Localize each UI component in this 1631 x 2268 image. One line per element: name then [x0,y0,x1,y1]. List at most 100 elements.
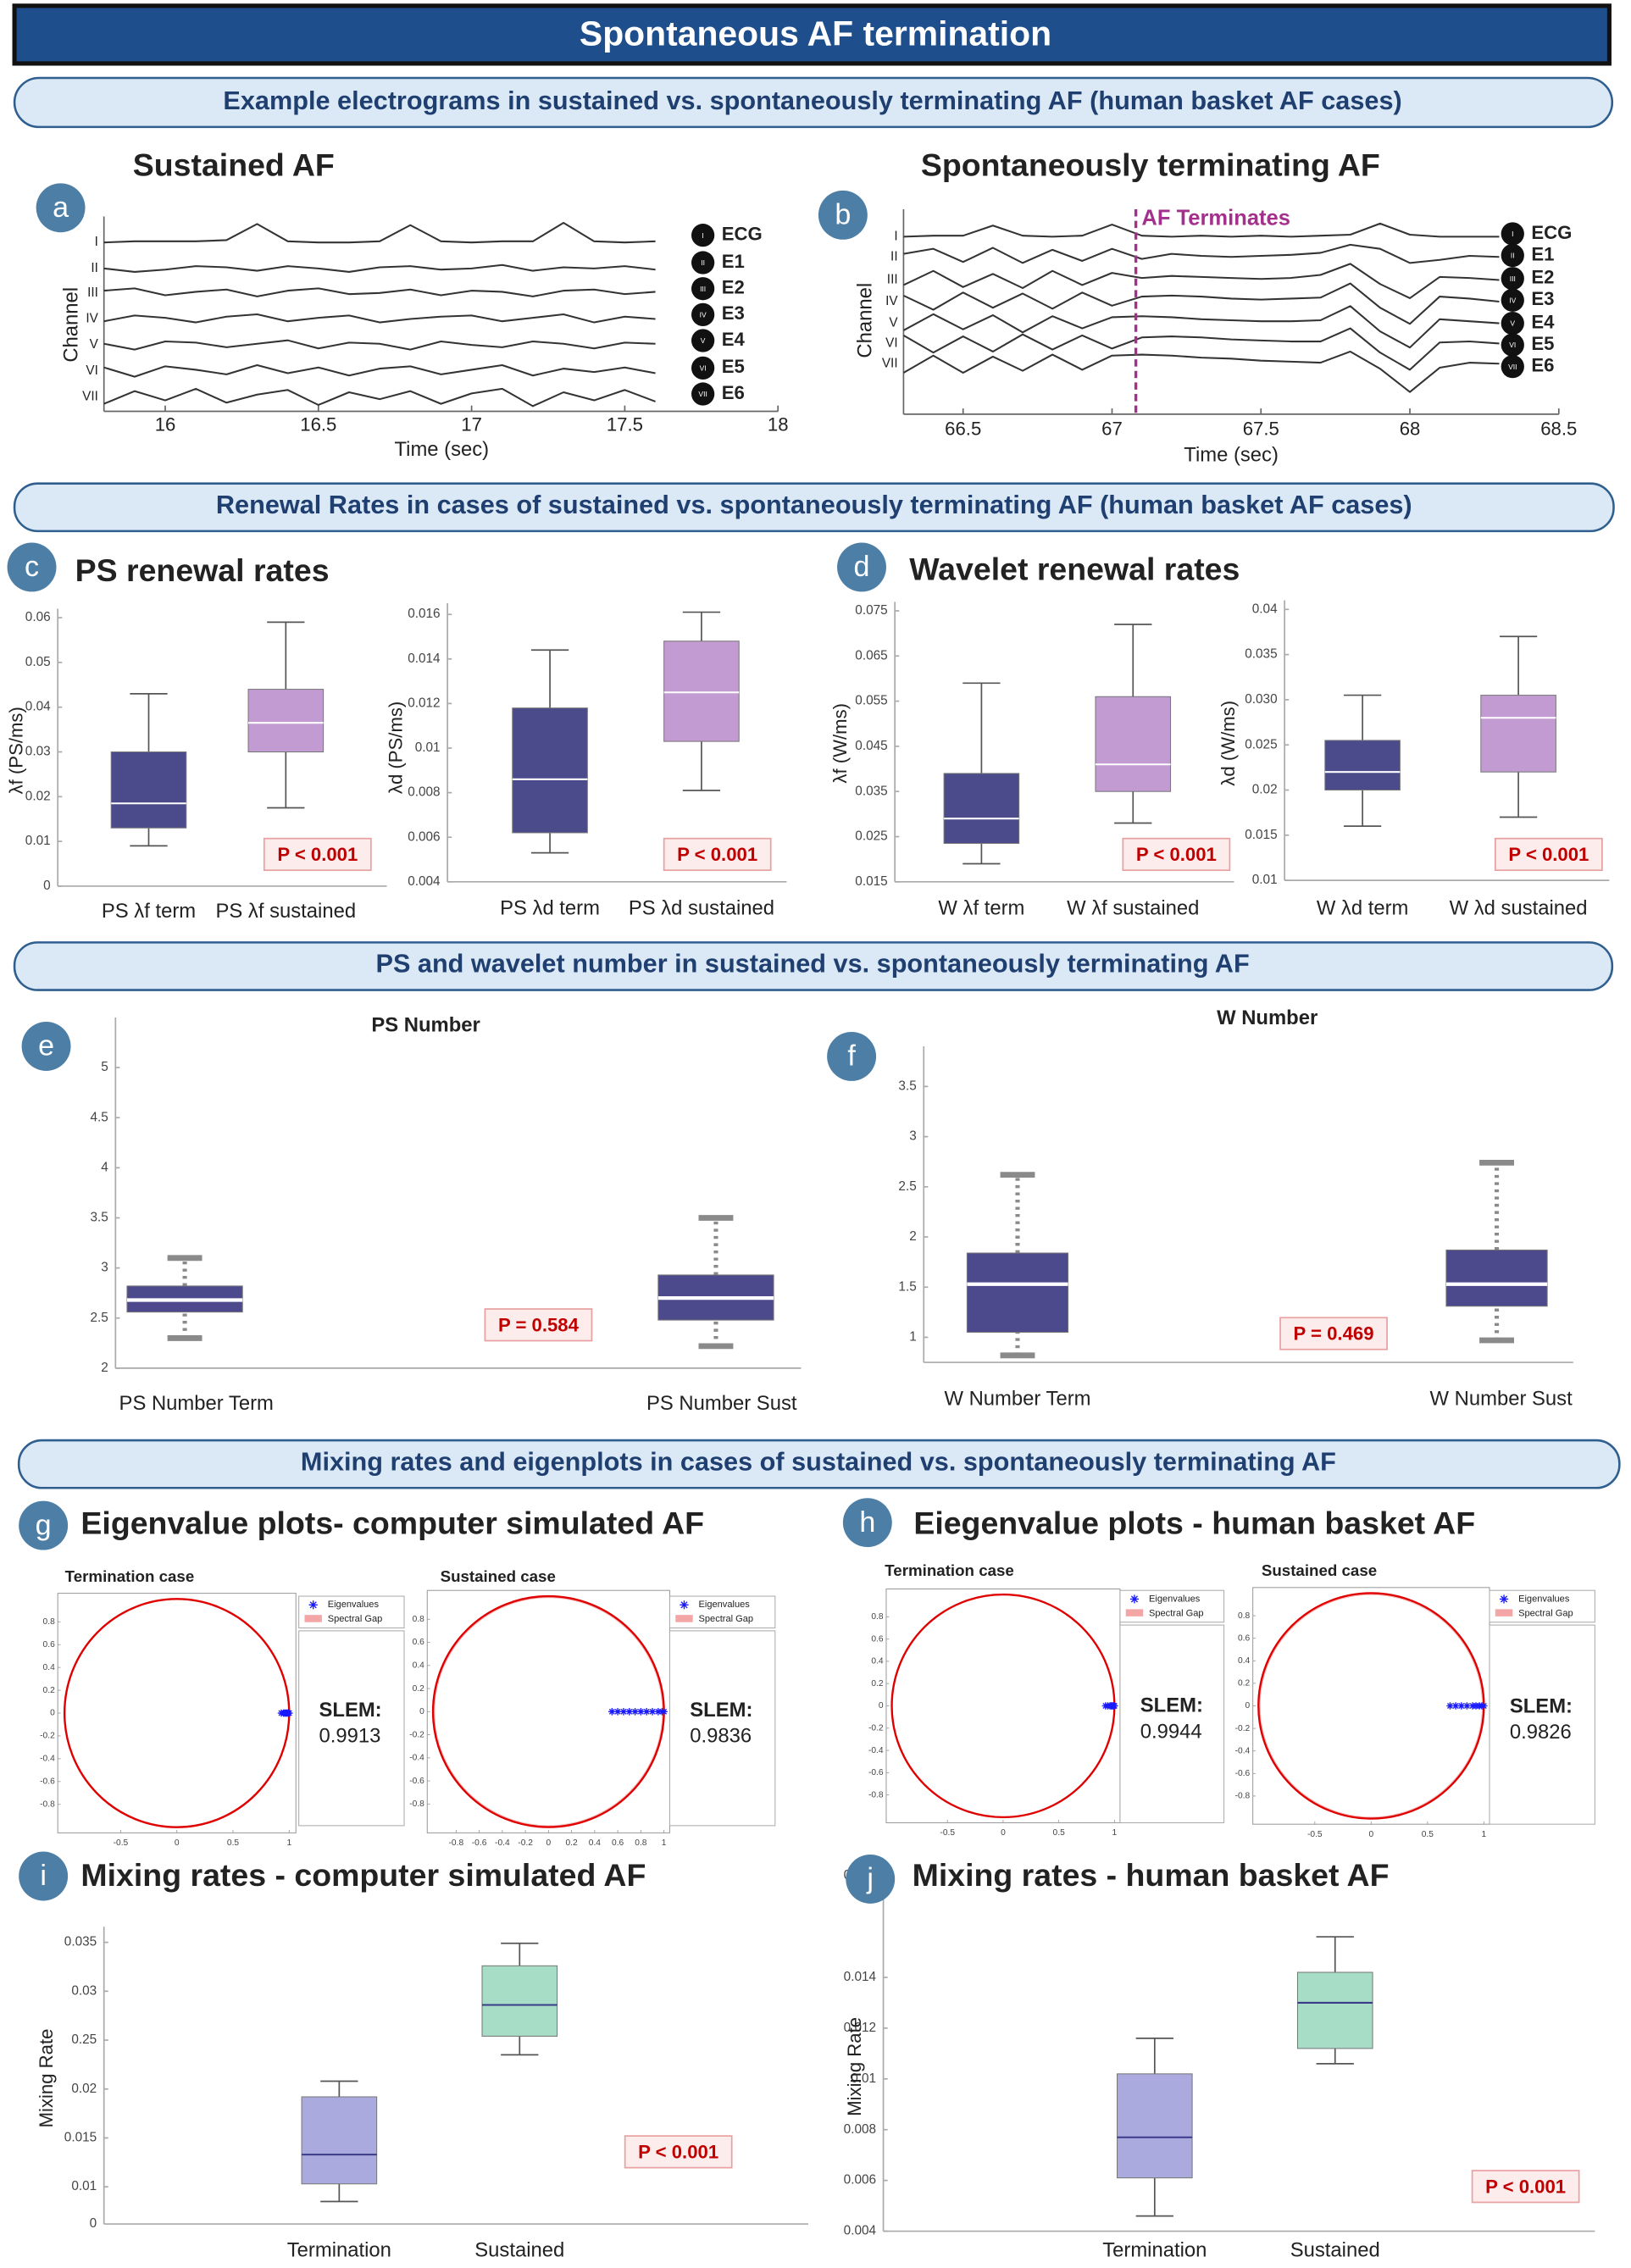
y-tick-label: -0.4 [1235,1746,1251,1755]
p-value-box [1494,837,1603,872]
slem-value: 0.9836 [690,1724,752,1747]
x-tick-label: 0.5 [227,1838,240,1848]
legend-label: E4 [1531,311,1555,332]
y-tick-label: 0.025 [1245,737,1277,751]
trace [103,263,656,273]
y-tick-label: 0.02 [1252,783,1278,797]
trace [903,243,1500,264]
trace [103,339,656,351]
legend-eigen-icon [680,1600,689,1610]
x-tick-label: 67.5 [1243,418,1279,439]
x-tick-label: W λd term [1317,896,1409,919]
y-tick-label: 0.035 [855,784,887,798]
legend-icon-label: VII [698,390,707,398]
x-tick-label: -0.5 [1307,1830,1323,1839]
x-tick-label: 67 [1101,418,1123,439]
legend-icon [691,329,715,352]
panel-badge [846,1854,896,1904]
slem-label: SLEM: [690,1699,752,1722]
y-tick-label: 0.01 [415,740,441,755]
slem-value: 0.9826 [1510,1721,1572,1744]
y-tick-label: 0.008 [408,785,440,800]
y-tick-label: -0.8 [868,1790,884,1799]
panel-title: Mixing rates - human basket AF [913,1857,1390,1893]
y-tick-label: 0.6 [43,1640,56,1650]
y-tick-label: 0.4 [413,1661,425,1671]
y-tick-label: 0.006 [408,829,440,844]
plot-frame [885,1589,1121,1823]
legend-icon [691,224,715,247]
y-tick-label: 0.03 [71,1983,97,1998]
x-tick-label: 18 [768,413,789,435]
slem-box [1119,1624,1225,1823]
section-banner [13,76,1614,129]
legend-icon-label: I [702,231,703,240]
legend-label: Eigenvalues [1149,1594,1201,1604]
y-tick-label: 3.5 [898,1079,916,1093]
title-bar [12,3,1612,66]
y-tick-label: 0.035 [64,1935,97,1949]
y-tick-label: 4.5 [90,1110,108,1124]
p-value: P < 0.001 [1136,844,1217,865]
panel-badge [827,1031,877,1081]
x-tick-label: W λf term [938,896,1024,919]
x-tick-label: 0 [175,1838,180,1848]
slem-box [1489,1624,1595,1825]
legend-label: ECG [722,224,763,245]
legend-icon [1501,267,1524,291]
channel-label: II [890,249,898,263]
x-tick-label: 0.5 [1422,1830,1434,1839]
box [110,751,187,829]
eigenvalue [286,1709,293,1717]
panel-title: Mixing rates - computer simulated AF [80,1857,646,1893]
legend-eigen-icon [308,1600,318,1610]
legend-icon [691,277,715,301]
x-tick-label: -0.4 [495,1838,510,1848]
y-axis-label: λf (W/ms) [829,703,851,784]
channel-label: VI [885,335,897,350]
p-value-box [484,1308,593,1342]
y-tick-label: 0.06 [25,610,51,624]
panel-badge [36,183,86,233]
eigenvalue [637,1708,645,1716]
y-tick-label: 3 [101,1261,108,1275]
y-tick-label: 5 [101,1060,108,1074]
trace [902,350,1500,393]
legend-icon [1501,355,1524,379]
slem-box [668,1630,776,1827]
x-tick-label: 0.5 [1053,1828,1066,1838]
channel-label: VI [86,363,97,378]
y-tick-label: 0.04 [1252,602,1278,616]
legend-icon-label: I [1512,230,1513,238]
y-tick-label: 1.5 [898,1279,916,1294]
x-tick-label: 1 [1112,1828,1118,1838]
y-tick-label: 0.045 [855,739,887,753]
y-tick-label: -0.2 [1235,1724,1251,1733]
y-axis-label: Channel [60,287,83,363]
y-tick-label: 2 [101,1361,108,1375]
legend-eigen-icon [1499,1594,1509,1604]
panel-badge [818,190,868,240]
x-tick-label: 17 [461,413,482,435]
box [481,1965,558,2037]
legend-icon-label: V [701,336,706,345]
p-value: P < 0.001 [1508,844,1589,865]
y-tick-label: 0.8 [43,1617,56,1627]
eigenvalue [1480,1702,1488,1710]
legend-label: Spectral Gap [328,1614,383,1624]
legend-label: Spectral Gap [1518,1608,1573,1618]
y-tick-label: 3 [909,1129,917,1144]
trace [902,305,1500,349]
x-tick-label: Termination [287,2239,391,2262]
section-banner [13,482,1615,533]
x-tick-label: 1 [286,1838,291,1848]
box [301,2096,378,2185]
eigenvalue [642,1708,651,1716]
legend-box [1119,1589,1225,1623]
eigenvalue [1446,1702,1454,1710]
panel-letter: g [36,1509,52,1541]
y-tick-label: 0.03 [25,745,51,759]
y-tick-label: 4 [101,1160,108,1174]
y-axis-label: Channel [853,283,876,358]
